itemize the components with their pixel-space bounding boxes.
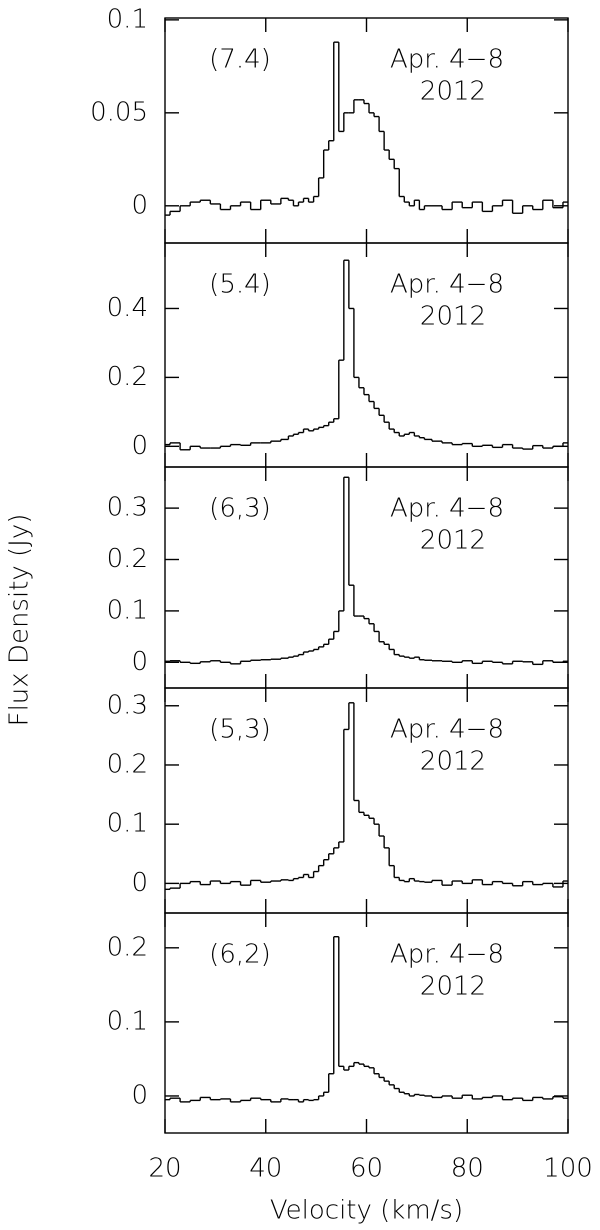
- panel-annotation: (7.4): [209, 45, 271, 75]
- y-tick-label: 0.3: [107, 690, 148, 720]
- panel-annotation: 2012: [420, 747, 486, 777]
- y-tick-label: 0: [131, 190, 148, 220]
- panel-annotation: 2012: [420, 526, 486, 556]
- y-tick-label: 0.2: [107, 932, 148, 962]
- y-axis-label: Flux Density (Jy): [5, 514, 35, 727]
- y-tick-label: 0.1: [107, 595, 148, 625]
- panel-annotation: Apr. 4−8: [390, 270, 504, 300]
- y-tick-label: 0: [131, 647, 148, 677]
- x-tick-label: 40: [249, 1154, 282, 1184]
- panel-annotation: Apr. 4−8: [390, 494, 504, 524]
- y-tick-label: 0.05: [90, 97, 148, 127]
- panel-annotation: (5,3): [209, 715, 271, 745]
- y-tick-label: 0: [131, 1080, 148, 1110]
- y-tick-label: 0: [131, 431, 148, 461]
- x-axis-label: Velocity (km/s): [270, 1196, 463, 1226]
- x-tick-label: 60: [350, 1154, 383, 1184]
- panel-annotation: 2012: [420, 302, 486, 332]
- panel-annotation: (6,3): [209, 494, 271, 524]
- y-tick-label: 0.2: [107, 362, 148, 392]
- panel-annotation: Apr. 4−8: [390, 940, 504, 970]
- x-tick-label: 80: [451, 1154, 484, 1184]
- panel-annotation: 2012: [420, 972, 486, 1002]
- y-tick-label: 0.1: [107, 4, 148, 34]
- y-tick-label: 0.1: [107, 809, 148, 839]
- y-tick-label: 0: [131, 868, 148, 898]
- panel-annotation: (6,2): [209, 940, 271, 970]
- x-tick-label: 100: [543, 1154, 593, 1184]
- y-tick-label: 0.3: [107, 493, 148, 523]
- y-tick-label: 0.2: [107, 749, 148, 779]
- panel-annotation: Apr. 4−8: [390, 715, 504, 745]
- panel-annotation: Apr. 4−8: [390, 45, 504, 75]
- x-tick-label: 20: [148, 1154, 181, 1184]
- y-tick-label: 0.4: [107, 293, 148, 323]
- y-tick-label: 0.2: [107, 544, 148, 574]
- panel-annotation: 2012: [420, 77, 486, 107]
- y-tick-label: 0.1: [107, 1006, 148, 1036]
- panel-annotation: (5.4): [209, 270, 271, 300]
